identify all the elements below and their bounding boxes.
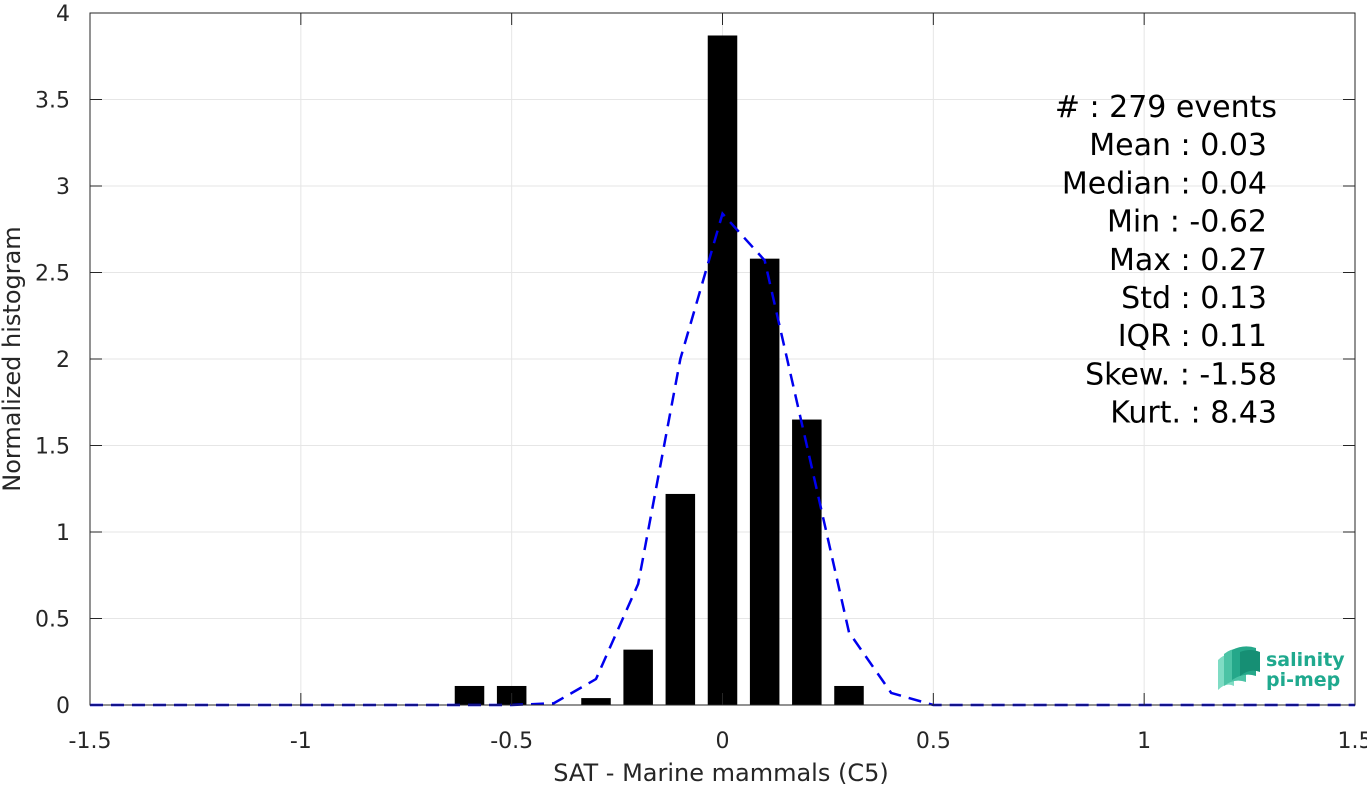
histogram-bar <box>834 685 864 705</box>
histogram-bar <box>665 493 696 705</box>
x-tick-label: 1 <box>1137 729 1151 754</box>
stats-line: Kurt. : 8.43 <box>1110 396 1277 431</box>
x-tick-label: -0.5 <box>490 729 533 754</box>
y-tick-label: 1 <box>56 521 70 546</box>
stats-line: IQR : 0.11 <box>1118 319 1267 354</box>
histogram-bar <box>707 35 738 706</box>
y-axis-label: Normalized histogram <box>0 226 26 491</box>
y-tick-label: 0.5 <box>35 608 70 633</box>
x-tick-label: 0.5 <box>916 729 951 754</box>
x-tick-label: -1 <box>290 729 312 754</box>
y-tick-label: 1.5 <box>35 435 70 460</box>
histogram-bar <box>623 649 653 705</box>
histogram-bar <box>792 419 822 705</box>
logo-line-2: pi-mep <box>1266 669 1340 691</box>
stats-line: Min : -0.62 <box>1107 205 1267 240</box>
y-tick-label: 0 <box>56 694 70 719</box>
histogram-bar <box>749 258 780 705</box>
y-tick-label: 2.5 <box>35 262 70 287</box>
salinity-pi-mep-logo: salinity pi-mep <box>1218 646 1345 691</box>
bars <box>454 35 864 706</box>
x-tick-label: 1.5 <box>1338 729 1367 754</box>
y-tick-label: 3 <box>56 175 70 200</box>
histogram-bar <box>581 698 611 705</box>
logo-line-1: salinity <box>1266 649 1345 671</box>
x-tick-label: -1.5 <box>69 729 112 754</box>
x-axis-label: SAT - Marine mammals (C5) <box>553 759 888 785</box>
stats-line: # : 279 events <box>1055 90 1277 125</box>
y-tick-label: 3.5 <box>35 89 70 114</box>
x-tick-label: 0 <box>716 729 730 754</box>
axis-ticks <box>89 12 1356 706</box>
stats-line: Skew. : -1.58 <box>1085 357 1277 392</box>
y-tick-labels: 0 0.5 1 1.5 2 2.5 3 3.5 4 <box>35 2 70 719</box>
stats-line: Mean : 0.03 <box>1089 128 1267 163</box>
stats-line: Std : 0.13 <box>1121 281 1267 316</box>
logo-waves-icon <box>1218 646 1260 690</box>
histogram-bar <box>454 685 485 705</box>
y-tick-label: 2 <box>56 348 70 373</box>
y-tick-label: 4 <box>56 2 70 27</box>
stats-line: Max : 0.27 <box>1109 243 1267 278</box>
stats-line: Median : 0.04 <box>1062 166 1267 201</box>
x-tick-labels: -1.5 -1 -0.5 0 0.5 1 1.5 <box>69 729 1367 754</box>
